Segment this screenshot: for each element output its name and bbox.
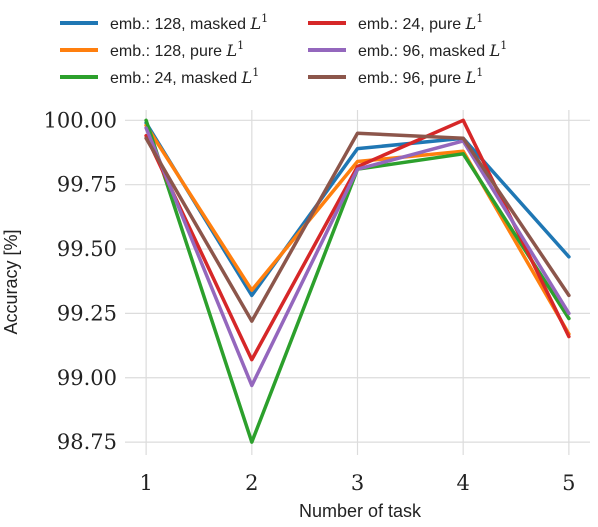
y-axis-title: Accuracy [%] <box>1 229 21 334</box>
x-axis-ticks: 1 2 3 4 5 <box>139 471 575 495</box>
series-lines <box>144 118 571 444</box>
legend: emb.: 128, masked L1 emb.: 128, pure L1 em… <box>60 12 507 87</box>
legend-label: emb.: 24, masked L1 <box>110 66 259 87</box>
legend-label: emb.: 128, masked L1 <box>110 12 268 33</box>
y-axis-ticks: 98.75 99.00 99.25 99.50 99.75 100.00 <box>44 108 117 454</box>
y-tick-label: 99.00 <box>57 366 117 390</box>
y-tick-label: 99.50 <box>57 237 117 261</box>
x-tick-label: 4 <box>456 471 469 495</box>
y-tick-label: 99.25 <box>57 301 117 325</box>
legend-label: emb.: 96, masked L1 <box>358 39 507 60</box>
legend-label: emb.: 128, pure L1 <box>110 39 244 60</box>
legend-label: emb.: 24, pure L1 <box>358 12 483 33</box>
y-tick-label: 98.75 <box>57 430 117 454</box>
x-tick-label: 2 <box>245 471 258 495</box>
legend-label: emb.: 96, pure L1 <box>358 66 483 87</box>
grid <box>125 110 590 455</box>
x-tick-label: 3 <box>351 471 364 495</box>
y-tick-label: 100.00 <box>44 108 117 132</box>
x-tick-label: 5 <box>562 471 575 495</box>
y-tick-label: 99.75 <box>57 173 117 197</box>
x-axis-title: Number of task <box>299 501 422 521</box>
series-line-emb-96-pure <box>144 131 571 323</box>
series-line-emb-128-pure <box>144 123 571 336</box>
series-line-emb-96-masked <box>144 126 571 388</box>
x-tick-label: 1 <box>139 471 152 495</box>
